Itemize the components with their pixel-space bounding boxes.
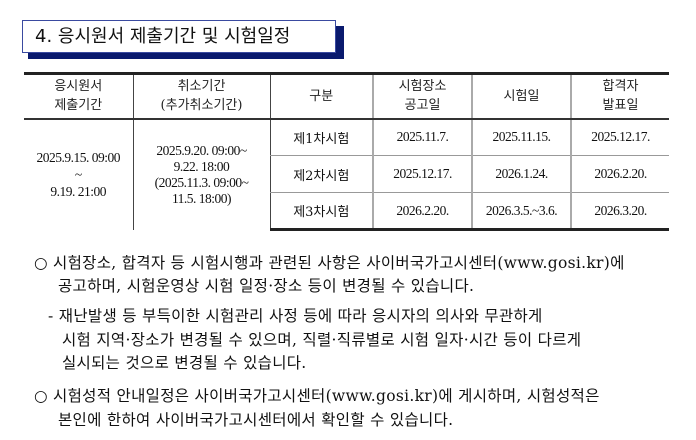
exam-date: 2026.1.24. bbox=[471, 155, 571, 193]
table-row: 제3차시험 2026.2.20. 2026.3.5.~3.6. 2026.3.2… bbox=[24, 192, 669, 231]
header-line: 시험일 bbox=[503, 88, 540, 104]
header-line: 합격자 bbox=[602, 79, 639, 95]
note-1-line-2: 공고하며, 시험운영상 시험 일정·장소 등이 변경될 수 있습니다. bbox=[58, 277, 475, 295]
header-line: 응시원서 bbox=[54, 79, 103, 95]
note-2-line-1: ○ 시험성적 안내일정은 사이버국가고시센터(www.gosi.kr)에 게시하… bbox=[34, 387, 600, 405]
venue-notice-date: 2025.11.7. bbox=[372, 118, 472, 156]
cancel-end: 9.22. 18:00 bbox=[173, 158, 230, 174]
header-line: 공고일 bbox=[404, 98, 441, 114]
header-line: 발표일 bbox=[602, 98, 639, 114]
table-row: 제2차시험 2025.12.17. 2026.1.24. 2026.2.20. bbox=[24, 155, 669, 193]
header-line: (추가취소기간) bbox=[160, 98, 243, 114]
header-line: 구분 bbox=[309, 88, 334, 104]
note-sub-line-2: 시험 지역·장소가 변경될 수 있으며, 직렬·직류별로 시험 일자·시간 등이… bbox=[62, 331, 582, 349]
stage: 제3차시험 bbox=[269, 192, 373, 231]
section-title: 4. 응시원서 제출기간 및 시험일정 bbox=[22, 20, 336, 53]
note-sub-line-1: - 재난발생 등 부득이한 시험관리 사정 등에 따라 응시자의 의사와 무관하… bbox=[48, 307, 543, 325]
exam-date: 2025.11.15. bbox=[471, 118, 571, 156]
venue-notice-date: 2025.12.17. bbox=[372, 155, 472, 193]
extra-cancel-end: 11.5. 18:00) bbox=[171, 190, 232, 206]
header-stage: 구분 bbox=[269, 72, 373, 120]
header-line: 시험장소 bbox=[398, 79, 447, 95]
header-line: 제출기간 bbox=[54, 98, 103, 114]
header-cancel-period: 취소기간 (추가취소기간) bbox=[132, 72, 270, 120]
result-date: 2026.3.20. bbox=[570, 192, 669, 231]
note-sub-line-3: 실시되는 것으로 변경될 수 있습니다. bbox=[62, 354, 307, 372]
note-2-line-2: 본인에 한하여 사이버국가고시센터에서 확인할 수 있습니다. bbox=[58, 411, 454, 429]
venue-notice-date: 2026.2.20. bbox=[372, 192, 472, 231]
application-end: 9.19. 21:00 bbox=[50, 184, 107, 199]
exam-date: 2026.3.5.~3.6. bbox=[471, 192, 571, 231]
table-row: 2025.9.15. 09:00 ~ 9.19. 21:00 2025.9.20… bbox=[24, 118, 669, 230]
cancel-start: 2025.9.20. 09:00~ bbox=[156, 142, 247, 158]
stage: 제1차시험 bbox=[269, 118, 373, 156]
application-start: 2025.9.15. 09:00 bbox=[36, 150, 120, 165]
application-tilde: ~ bbox=[74, 167, 82, 182]
result-date: 2026.2.20. bbox=[570, 155, 669, 193]
note-1-line-1: ○ 시험장소, 합격자 등 시험시행과 관련된 사항은 사이버국가고시센터(ww… bbox=[34, 254, 625, 272]
header-line: 취소기간 bbox=[177, 79, 226, 95]
extra-cancel-start: (2025.11.3. 09:00~ bbox=[154, 174, 249, 190]
application-period: 2025.9.15. 09:00 ~ 9.19. 21:00 bbox=[24, 119, 133, 230]
result-date: 2025.12.17. bbox=[570, 118, 669, 156]
stage: 제2차시험 bbox=[269, 155, 373, 193]
cancel-period: 2025.9.20. 09:00~ 9.22. 18:00 (2025.11.3… bbox=[132, 118, 270, 230]
header-exam-date: 시험일 bbox=[471, 72, 571, 120]
